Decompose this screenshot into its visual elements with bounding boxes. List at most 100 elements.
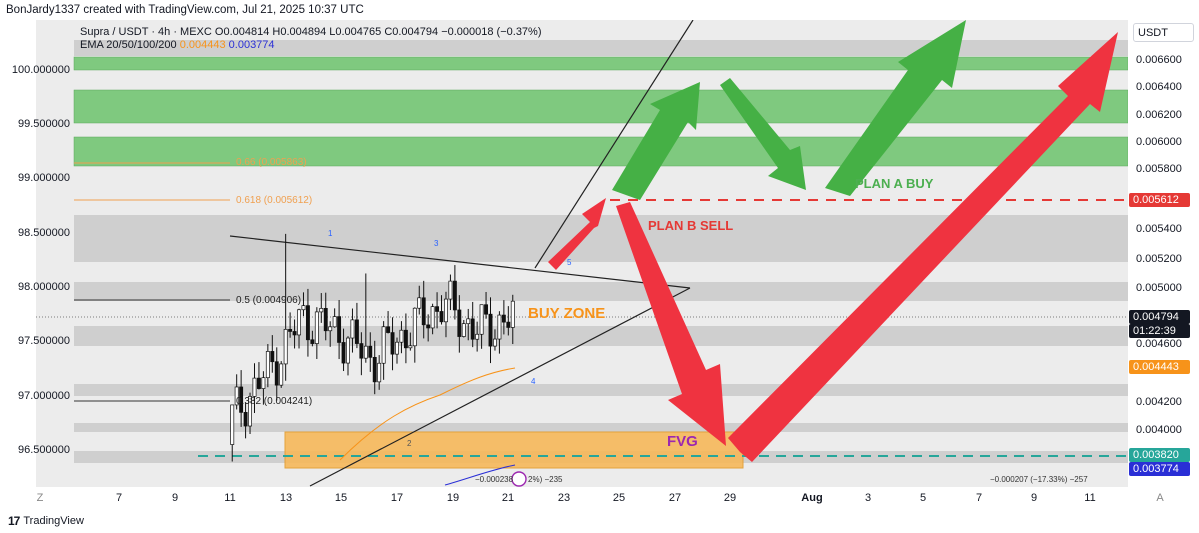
candle-body — [506, 321, 511, 328]
candle-body — [448, 280, 453, 300]
candle-body — [395, 341, 399, 355]
tradingview-logo-icon: 17 — [8, 514, 20, 528]
x-tick: 15 — [334, 492, 348, 504]
candle-body — [341, 342, 346, 364]
candle-body — [421, 297, 426, 326]
candle-body — [461, 323, 466, 337]
x-tick: 29 — [723, 492, 737, 504]
price-axis[interactable] — [1128, 20, 1199, 487]
candle-body — [403, 329, 408, 349]
price-tag-sell-level: 0.005612 — [1129, 193, 1190, 207]
wave-label-2: 2 — [407, 439, 412, 448]
candle-body — [452, 280, 457, 311]
x-tick-month: Aug — [801, 492, 823, 504]
candle-body — [274, 361, 279, 386]
candle-body — [408, 345, 413, 349]
candle-body — [444, 298, 448, 323]
candle-body — [279, 363, 284, 386]
currency-selector[interactable]: USDT — [1133, 23, 1194, 42]
candle-body — [265, 351, 270, 379]
buy-zone-box — [284, 431, 744, 469]
y-tick-right: 0.005800 — [1136, 163, 1182, 175]
candle-body — [412, 307, 417, 347]
ema-legend-row[interactable]: EMA 20/50/100/200 0.004443 0.003774 — [80, 39, 542, 52]
candle-body — [381, 326, 386, 364]
plan-b-arrow-big-down — [616, 202, 726, 446]
candle-body — [470, 318, 475, 340]
y-tick-left: 98.000000 — [18, 281, 70, 293]
ema-label: EMA 20/50/100/200 — [80, 39, 177, 51]
price-tag-fvg: 0.003820 — [1129, 448, 1190, 462]
candle-body — [252, 377, 257, 397]
candle-body — [426, 324, 431, 329]
y-tick-right: 0.006400 — [1136, 81, 1182, 93]
x-tick: 7 — [115, 492, 123, 504]
chart-attribution: BonJardy1337 created with TradingView.co… — [6, 4, 364, 16]
candle-body — [305, 305, 310, 341]
plan-a-label: PLAN A BUY — [855, 176, 934, 191]
fib-0618-label: 0.618 (0.005612) — [236, 195, 313, 206]
buy-zone-label: BUY ZONE — [528, 305, 606, 322]
candle-body — [350, 319, 355, 339]
candle-body — [256, 377, 261, 389]
symbol-line[interactable]: Supra / USDT · 4h · MEXC O0.004814 H0.00… — [80, 26, 542, 38]
x-tick: 11 — [224, 492, 236, 504]
y-tick-right: 0.006000 — [1136, 136, 1182, 148]
x-tick: 5 — [919, 492, 927, 504]
auto-scale-button[interactable]: A — [1156, 492, 1164, 504]
candle-body — [292, 331, 297, 336]
plan-a-arrow-2 — [720, 78, 806, 190]
x-tick: 17 — [390, 492, 404, 504]
candle-body — [314, 311, 319, 344]
x-tick: 9 — [171, 492, 179, 504]
candle-body — [319, 308, 324, 313]
x-tick: 7 — [975, 492, 983, 504]
gray-zone — [74, 40, 1128, 56]
candle-body — [399, 329, 404, 343]
candle-body — [323, 308, 328, 332]
green-zone — [73, 56, 1128, 71]
gray-zone — [74, 282, 1128, 301]
y-tick-left: 100.000000 — [11, 64, 70, 76]
candle-body — [439, 311, 444, 323]
candle-body — [386, 326, 391, 333]
candle-body — [484, 304, 489, 315]
candle-body — [346, 337, 350, 364]
candle-body — [328, 326, 333, 332]
bottom-note-2: 2%) −235 — [528, 475, 563, 484]
candle-body — [337, 316, 342, 343]
y-tick-left: 97.000000 — [18, 390, 70, 402]
x-axis-marker-left[interactable]: Z — [36, 492, 44, 504]
footer-brand: 17 TradingView — [8, 514, 84, 528]
y-tick-left: 96.500000 — [18, 444, 70, 456]
candle-body — [430, 306, 435, 329]
x-tick: 3 — [864, 492, 872, 504]
y-tick-left: 99.500000 — [18, 118, 70, 130]
wave-label-5: 5 — [567, 258, 572, 267]
plan-b-arrow-big-up — [728, 32, 1118, 462]
alert-pin — [511, 471, 527, 487]
gray-zone — [74, 423, 1128, 432]
candle-body — [501, 314, 506, 323]
y-tick-left: 97.500000 — [18, 335, 70, 347]
candle-body — [497, 314, 502, 340]
candle-body — [466, 318, 471, 325]
y-tick-left: 98.500000 — [18, 227, 70, 239]
triangle-lower — [309, 287, 691, 487]
green-zone — [73, 89, 1128, 124]
candle-body — [368, 345, 373, 358]
gray-zone — [74, 384, 1128, 396]
y-tick-right: 0.005200 — [1136, 253, 1182, 265]
ema-slow-curve — [444, 464, 516, 486]
candle-body — [363, 345, 368, 359]
plan-a-arrow-1 — [612, 82, 700, 200]
brand-label: TradingView — [23, 515, 84, 527]
candle-body — [493, 338, 497, 347]
green-zone — [73, 136, 1128, 167]
x-tick: 27 — [668, 492, 682, 504]
gray-zone — [74, 326, 1128, 346]
candle-body — [372, 356, 377, 383]
wave-label-1: 1 — [328, 229, 333, 238]
plan-b-arrow-small — [548, 198, 606, 270]
